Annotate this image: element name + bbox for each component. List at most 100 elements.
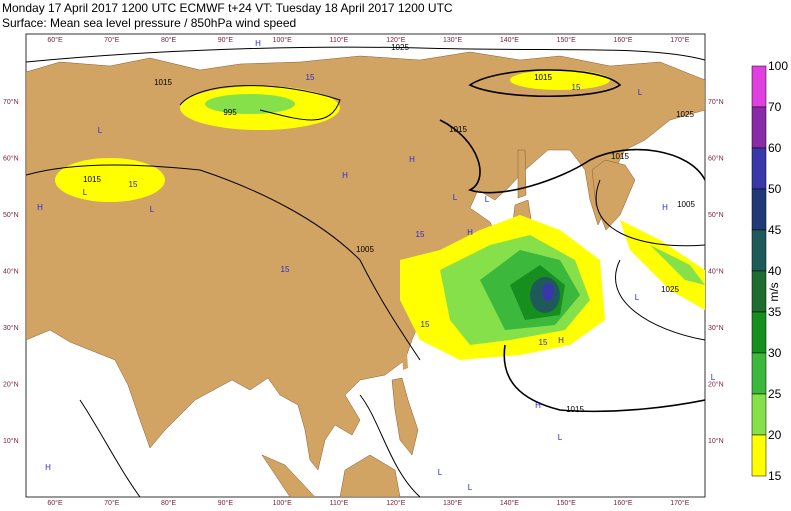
- colorbar-swatch: [751, 352, 767, 395]
- colorbar-swatch: [751, 393, 767, 436]
- longitude-label: 90°E: [218, 499, 234, 507]
- pressure-center: L: [468, 483, 473, 492]
- latitude-label: 60°N: [3, 155, 19, 163]
- pressure-center: H: [558, 336, 564, 345]
- longitude-label: 120°E: [386, 499, 405, 507]
- pressure-center: H: [255, 39, 261, 48]
- longitude-label: 80°E: [161, 499, 177, 507]
- latitude-label: 20°N: [3, 381, 19, 389]
- wind-label: 15: [281, 265, 290, 274]
- wind-shading: [55, 70, 705, 360]
- pressure-center: H: [342, 171, 348, 180]
- longitude-label: 100°E: [273, 499, 292, 507]
- wind-label: 15: [421, 320, 430, 329]
- longitude-label: 170°E: [670, 36, 689, 44]
- longitude-label: 110°E: [330, 499, 349, 507]
- longitude-label: 160°E: [613, 36, 632, 44]
- longitude-label: 150°E: [557, 36, 576, 44]
- colorbar-label: 30: [768, 346, 782, 360]
- colorbar-label: 25: [768, 387, 782, 401]
- pressure-center: L: [711, 373, 716, 382]
- isobar-label: 1025: [676, 110, 694, 119]
- pressure-center: H: [535, 401, 541, 410]
- wind-label: 15: [306, 73, 315, 82]
- pressure-center: L: [485, 195, 490, 204]
- pressure-center: L: [438, 468, 443, 477]
- pressure-center: L: [83, 188, 88, 197]
- header-line1: Monday 17 April 2017 1200 UTC ECMWF t+24…: [2, 1, 453, 15]
- latitude-label: 30°N: [708, 324, 724, 332]
- latitude-label: 40°N: [708, 268, 724, 276]
- pressure-center: H: [37, 203, 43, 212]
- colorbar-label: 60: [768, 141, 782, 155]
- latitude-label: 20°N: [708, 381, 724, 389]
- longitude-label: 130°E: [443, 36, 462, 44]
- latitude-label: 50°N: [3, 211, 19, 219]
- longitude-label: 140°E: [500, 499, 519, 507]
- latitude-label: 60°N: [708, 155, 724, 163]
- longitude-label: 150°E: [557, 499, 576, 507]
- colorbar-label: 50: [768, 182, 782, 196]
- pressure-center: L: [150, 205, 155, 214]
- pressure-center: L: [638, 88, 643, 97]
- isobar-label: 1005: [356, 245, 374, 254]
- colorbar-swatch: [751, 229, 767, 272]
- longitude-label: 70°E: [104, 499, 120, 507]
- pressure-center: L: [453, 193, 458, 202]
- colorbar-swatch: [751, 188, 767, 231]
- colorbar-swatch: [751, 434, 767, 477]
- latitude-label: 70°N: [708, 98, 724, 106]
- latitude-label: 50°N: [708, 211, 724, 219]
- isobar-label: 1025: [391, 43, 409, 52]
- isobar-label: 1015: [566, 405, 584, 414]
- pressure-center: L: [558, 433, 563, 442]
- longitude-label: 90°E: [218, 36, 234, 44]
- colorbar-swatch: [751, 147, 767, 190]
- isobar-label: 1025: [661, 285, 679, 294]
- isobar-label: 1015: [154, 78, 172, 87]
- latitude-label: 40°N: [3, 268, 19, 276]
- land-borneo: [339, 454, 401, 497]
- isobar-label: 995: [223, 108, 237, 117]
- pressure-center: L: [98, 126, 103, 135]
- colorbar-label: 100: [768, 59, 788, 73]
- longitude-label: 120°E: [386, 36, 405, 44]
- latitude-label: 10°N: [708, 437, 724, 445]
- isobar-label: 1005: [677, 200, 695, 209]
- pressure-center: H: [467, 228, 473, 237]
- longitude-label: 80°E: [161, 36, 177, 44]
- land-philippines: [391, 377, 419, 456]
- longitude-label: 170°E: [670, 499, 689, 507]
- pressure-center: H: [662, 203, 668, 212]
- latitude-label: 10°N: [3, 437, 19, 445]
- wind-label: 15: [539, 338, 548, 347]
- longitude-label: 60°E: [47, 36, 63, 44]
- latitude-label: 70°N: [3, 98, 19, 106]
- longitude-label: 100°E: [273, 36, 292, 44]
- isobar-label: 1015: [534, 73, 552, 82]
- longitude-label: 130°E: [443, 499, 462, 507]
- pressure-center: H: [45, 463, 51, 472]
- land-sakhalin: [517, 149, 527, 199]
- colorbar-label: 45: [768, 223, 782, 237]
- colorbar-swatch: [751, 65, 767, 108]
- isobar-label: 1015: [449, 125, 467, 134]
- colorbar-label: 35: [768, 305, 782, 319]
- header-line2: Surface: Mean sea level pressure / 850hP…: [2, 16, 296, 30]
- longitude-label: 70°E: [104, 36, 120, 44]
- colorbar-label: 15: [768, 469, 782, 483]
- colorbar-swatch: [751, 311, 767, 354]
- latitude-label: 30°N: [3, 324, 19, 332]
- pressure-center: L: [635, 293, 640, 302]
- wind-label: 15: [129, 180, 138, 189]
- longitude-label: 60°E: [47, 499, 63, 507]
- colorbar-swatch: [751, 270, 767, 313]
- land-taiwan: [402, 352, 408, 370]
- isobars: [26, 46, 705, 497]
- wind-label: 15: [572, 83, 581, 92]
- pressure-center: H: [409, 155, 415, 164]
- colorbar-label: 20: [768, 428, 782, 442]
- isobar-label: 1015: [611, 152, 629, 161]
- colorbar-label: 40: [768, 264, 782, 278]
- colorbar: 100 70 60 50 45 40 35 30 25 20 15: [751, 59, 788, 483]
